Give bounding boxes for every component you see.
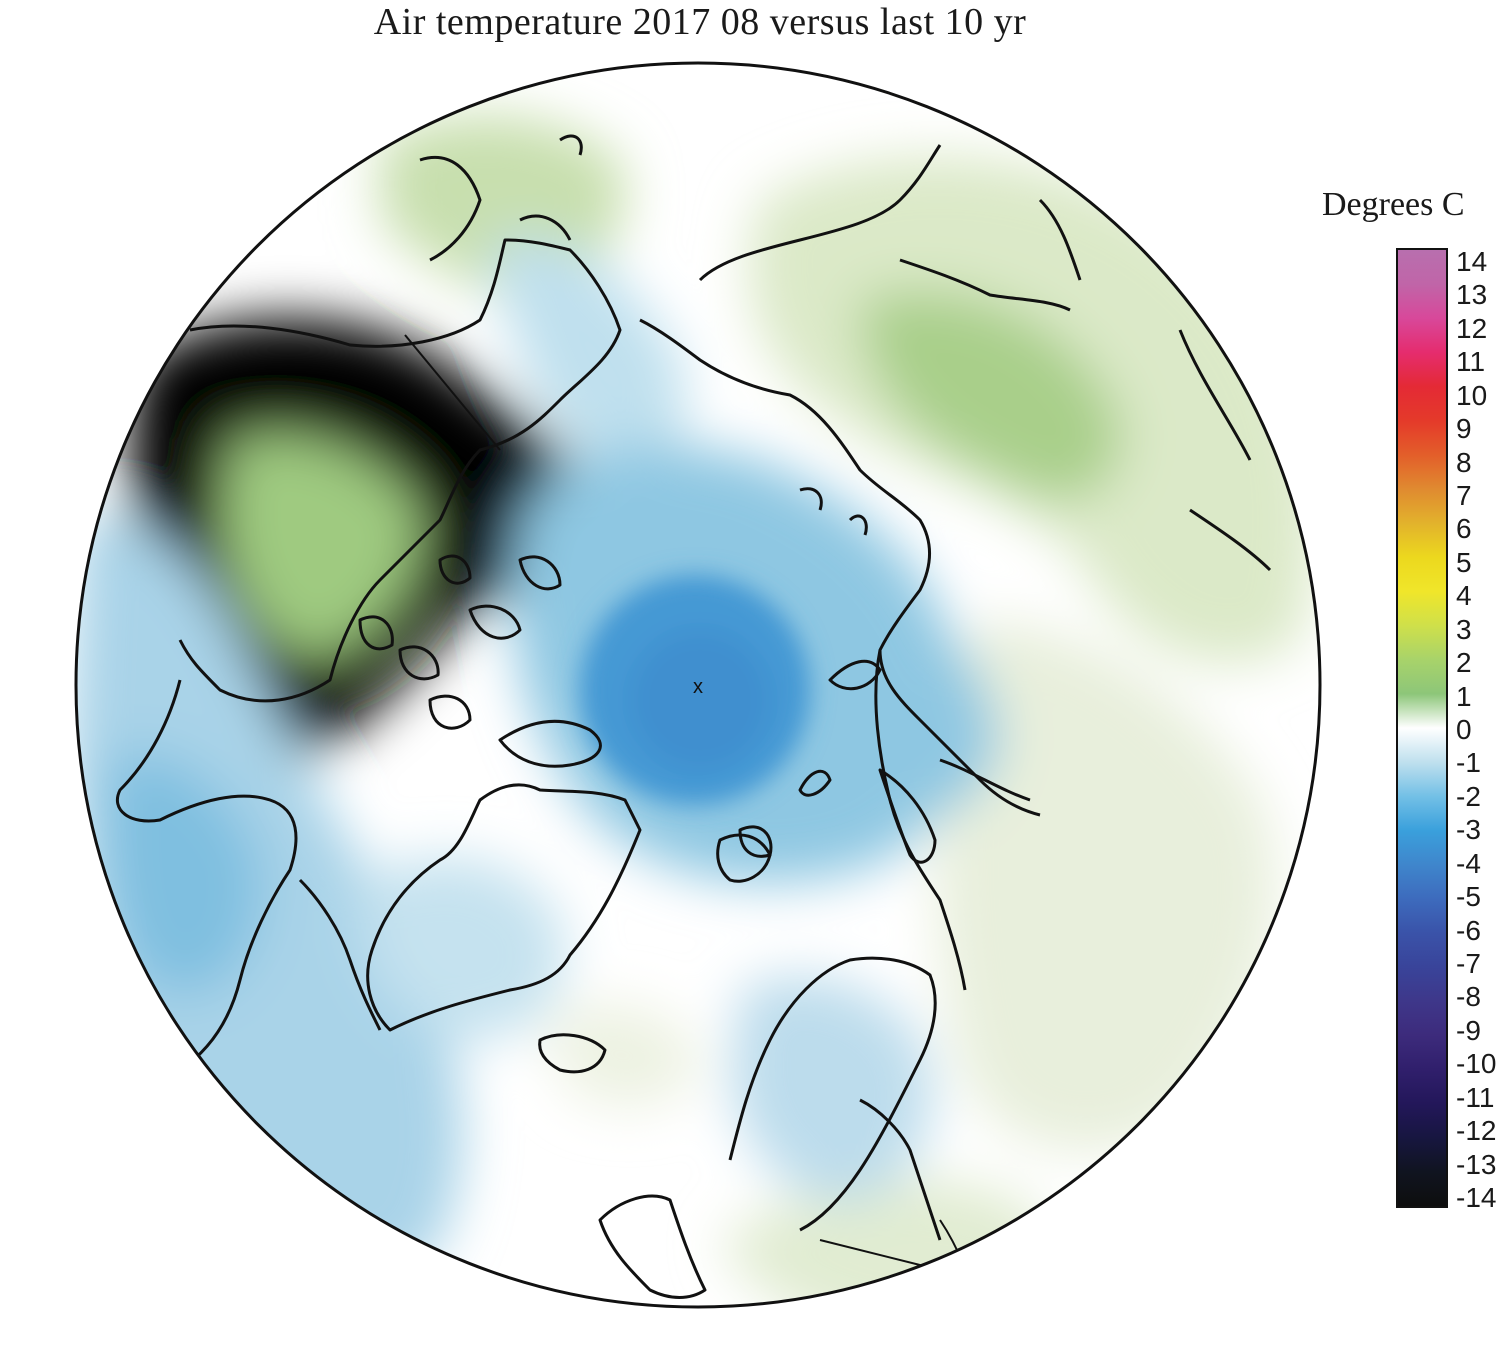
warm-anomaly-canada-core: [220, 433, 422, 660]
colorbar: [1396, 248, 1448, 1208]
cold-anomaly-scandinavia: [730, 976, 932, 1202]
colorbar-tick-label: 3: [1456, 613, 1472, 645]
coastline-siberia: [639, 318, 1041, 817]
colorbar-tick-label: -6: [1456, 914, 1481, 946]
colorbar-title: Degrees C: [1322, 186, 1465, 223]
colorbar-tick-label: 1: [1456, 680, 1472, 712]
cold-anomaly-greenland: [358, 856, 566, 1040]
colorbar-tick-label: 4: [1456, 580, 1472, 612]
colorbar-tick-label: -3: [1456, 814, 1481, 846]
cold-anomaly-hudson: [106, 754, 262, 994]
map-title: Air temperature 2017 08 versus last 10 y…: [373, 1, 1027, 43]
colorbar-tick-label: -13: [1456, 1148, 1497, 1180]
cold-anomaly-beaufort: [490, 236, 686, 472]
warm-anomaly-east: [936, 620, 1276, 1152]
colorbar-tick-label: 5: [1456, 546, 1472, 578]
colorbar-tick-label: 0: [1456, 714, 1472, 745]
coastline-hudson-bay: [116, 679, 298, 1072]
coastline-archipelago: [358, 554, 602, 768]
coastline-britain: [598, 1194, 707, 1299]
coastline-svalbard: [716, 833, 772, 883]
coastline-novaya-zemlya: [878, 768, 937, 864]
warm-anomaly-siberia-core: [860, 291, 1121, 500]
colorbar-tick-label: -7: [1456, 948, 1481, 979]
coastline-severnaya: [799, 487, 882, 691]
colorbar-tick-label: -1: [1456, 747, 1481, 779]
colorbar-tick-label: -9: [1456, 1014, 1481, 1046]
colorbar-tick-label: 10: [1456, 379, 1488, 411]
colorbar-tick-label: 9: [1456, 413, 1472, 445]
colorbar-tick-label: 11: [1456, 346, 1486, 378]
coastline-baltic: [859, 1098, 942, 1241]
colorbar-tick-label: -14: [1456, 1182, 1497, 1213]
coastline-north-america: [178, 238, 622, 703]
coastline-alaska-west: [419, 134, 583, 262]
coastline-iceland: [538, 1033, 607, 1074]
colorbar-tick-label: 14: [1456, 246, 1488, 277]
coastline-greenland: [366, 783, 642, 1032]
coastline-labrador: [298, 878, 382, 1031]
coastlines: [116, 134, 1272, 1307]
coastline-scandinavia: [728, 956, 937, 1232]
warm-anomaly-atlantic: [540, 1003, 700, 1107]
colorbar-tick-label: 13: [1456, 279, 1488, 311]
coastline-east-siberia: [698, 144, 1071, 312]
colorbar-tick-label: -5: [1456, 881, 1481, 913]
north-pole-marker: x: [693, 676, 703, 698]
colorbar-tick-label: 2: [1456, 647, 1472, 679]
colorbar-tick-label: 7: [1456, 480, 1472, 511]
colorbar-tick-label: 8: [1456, 446, 1472, 478]
colorbar-tick-label: -12: [1456, 1115, 1497, 1147]
colorbar-tick-label: -11: [1456, 1081, 1495, 1113]
boundary-alaska-canada: [404, 334, 501, 451]
colorbar-tick-label: 6: [1456, 513, 1472, 545]
colorbar-tick-label: -2: [1456, 780, 1481, 812]
colorbar-tick-label: -4: [1456, 847, 1481, 879]
colorbar-tick-label: -10: [1456, 1048, 1497, 1080]
map-boundary-circle: [74, 61, 1322, 1309]
colorbar-tick-label: -8: [1456, 981, 1481, 1013]
colorbar-tick-label: 12: [1456, 312, 1488, 344]
anomaly-field: [76, 63, 1320, 1307]
coastline-kamchatka: [1038, 198, 1272, 572]
